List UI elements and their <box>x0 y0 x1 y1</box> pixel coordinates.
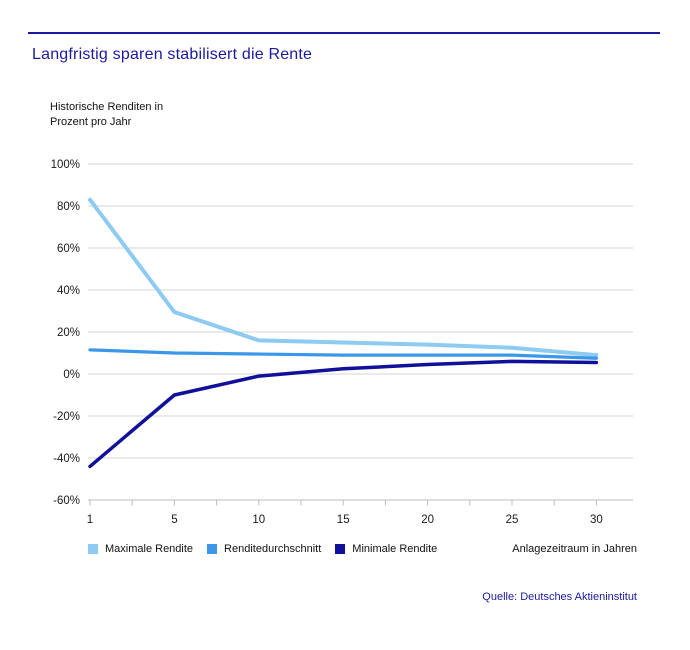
y-tick-label: 80% <box>57 201 80 213</box>
series-line-minimale-rendite <box>88 359 599 469</box>
y-axis-note-line1: Historische Renditen in <box>50 101 164 113</box>
legend-item-maximale-rendite: Maximale Rendite <box>88 543 193 555</box>
series-line-renditedurchschnitt <box>88 348 599 360</box>
series-line-maximale-rendite <box>88 197 599 358</box>
header-rule <box>28 32 660 34</box>
x-tick-label: 15 <box>337 514 350 526</box>
legend-label-minimale-rendite: Minimale Rendite <box>352 543 438 555</box>
x-tick-label: 10 <box>252 514 265 526</box>
y-tick-label: -40% <box>53 453 80 465</box>
y-tick-label: -20% <box>53 411 80 423</box>
legend-swatch-renditedurchschnitt <box>207 544 218 554</box>
legend-swatch-minimale-rendite <box>335 544 346 554</box>
y-axis-note: Historische Renditen in Prozent pro Jahr <box>50 100 163 130</box>
x-axis-label: Anlagezeitraum in Jahren <box>512 543 637 555</box>
page-title: Langfristig sparen stabilisert die Rente <box>32 46 313 63</box>
legend-label-renditedurchschnitt: Renditedurchschnitt <box>224 543 322 555</box>
legend-item-minimale-rendite: Minimale Rendite <box>335 543 437 555</box>
x-tick-label: 25 <box>506 514 519 526</box>
x-tick-label: 30 <box>590 514 603 526</box>
y-axis-note-line2: Prozent pro Jahr <box>50 116 132 128</box>
source-note: Quelle: Deutsches Aktieninstitut <box>482 591 637 603</box>
legend-item-renditedurchschnitt: Renditedurchschnitt <box>207 543 321 555</box>
y-tick-label: 60% <box>57 243 80 255</box>
y-tick-label: 20% <box>57 327 80 339</box>
legend-swatch-maximale-rendite <box>88 544 98 554</box>
y-tick-label: 40% <box>57 285 80 297</box>
x-tick-label: 1 <box>87 514 93 526</box>
legend-label-maximale-rendite: Maximale Rendite <box>105 543 194 555</box>
chart-legend: Maximale Rendite Renditedurchschnitt Min… <box>88 543 637 555</box>
y-tick-label: -60% <box>53 495 80 507</box>
x-tick-label: 20 <box>421 514 434 526</box>
y-tick-label: 0% <box>63 369 80 381</box>
x-tick-label: 5 <box>171 514 177 526</box>
y-tick-label: 100% <box>51 159 80 171</box>
